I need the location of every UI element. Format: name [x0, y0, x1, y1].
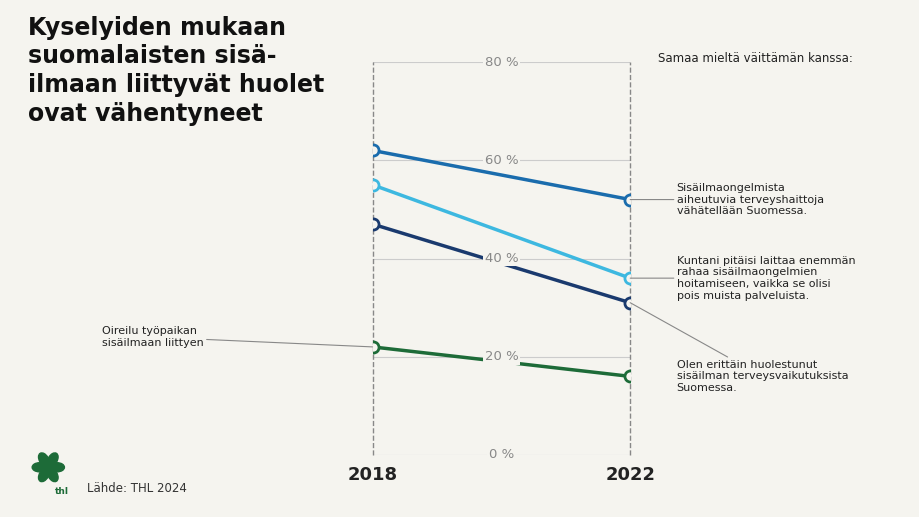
- Text: Lähde: THL 2024: Lähde: THL 2024: [87, 482, 187, 495]
- Text: Oireilu työpaikan
sisäilmaan liittyen: Oireilu työpaikan sisäilmaan liittyen: [102, 326, 372, 348]
- Text: 80 %: 80 %: [484, 55, 517, 69]
- Text: Olen erittäin huolestunut
sisäilman terveysvaikutuksista
Suomessa.: Olen erittäin huolestunut sisäilman terv…: [630, 302, 847, 393]
- Ellipse shape: [47, 453, 58, 466]
- Ellipse shape: [47, 468, 58, 482]
- Text: thl: thl: [55, 487, 69, 496]
- Ellipse shape: [50, 463, 64, 472]
- Text: 20 %: 20 %: [484, 350, 517, 363]
- Text: Samaa mieltä väittämän kanssa:: Samaa mieltä väittämän kanssa:: [657, 52, 852, 65]
- Text: 40 %: 40 %: [484, 252, 517, 265]
- Text: Kyselyiden mukaan
suomalaisten sisä-
ilmaan liittyvät huolet
ovat vähentyneet: Kyselyiden mukaan suomalaisten sisä- ilm…: [28, 16, 323, 126]
- Text: Sisäilmaongelmista
aiheutuvia terveyshaittoja
vähätellään Suomessa.: Sisäilmaongelmista aiheutuvia terveyshai…: [630, 183, 823, 216]
- Ellipse shape: [39, 468, 50, 482]
- Ellipse shape: [39, 453, 50, 466]
- Ellipse shape: [32, 463, 47, 472]
- Circle shape: [45, 464, 51, 471]
- Text: 0 %: 0 %: [488, 448, 514, 462]
- Text: Kuntani pitäisi laittaa enemmän
rahaa sisäilmaongelmien
hoitamiseen, vaikka se o: Kuntani pitäisi laittaa enemmän rahaa si…: [630, 256, 855, 300]
- Text: 60 %: 60 %: [484, 154, 517, 167]
